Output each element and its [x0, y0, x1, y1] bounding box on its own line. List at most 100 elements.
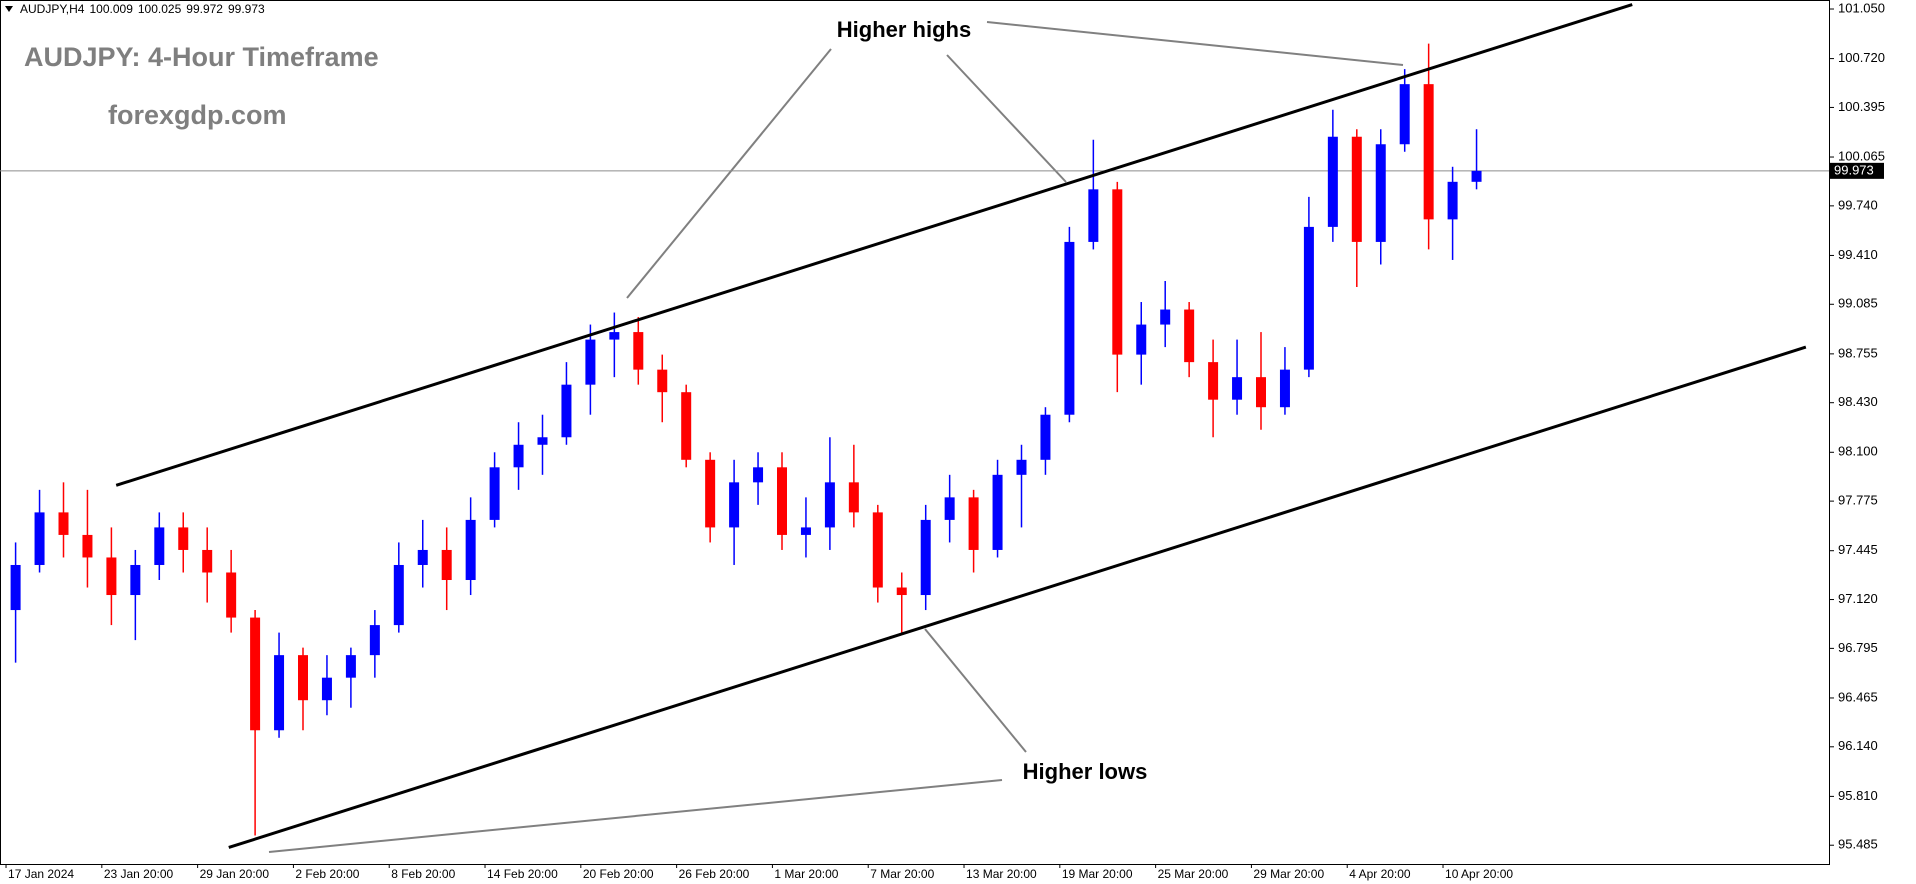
candle-body [681, 392, 692, 460]
candle-body [1160, 309, 1171, 325]
candle-body [298, 655, 308, 701]
symbol: AUDJPY,H4 [20, 2, 85, 16]
y-tick-label: 100.395 [1838, 99, 1885, 114]
pointers [268, 21, 1404, 853]
x-tick-label: 8 Feb 20:00 [391, 867, 455, 881]
x-tick-label: 26 Feb 20:00 [679, 867, 750, 881]
candle-body [705, 459, 716, 528]
x-tick-label: 2 Feb 20:00 [295, 867, 359, 881]
candle-body [920, 519, 931, 596]
candle-body [1303, 226, 1314, 370]
candle-body [1064, 241, 1075, 415]
header-value: 99.973 [228, 2, 265, 16]
y-tick-label: 96.795 [1838, 640, 1878, 655]
candle-body [1256, 377, 1266, 408]
x-tick-label: 7 Mar 20:00 [870, 867, 934, 881]
candle-body [250, 617, 261, 731]
candle-body [657, 369, 668, 393]
candle-body [1208, 362, 1219, 400]
pointer-line [626, 48, 832, 299]
candle-body [872, 512, 883, 588]
y-tick-label: 98.430 [1838, 394, 1878, 409]
candle-body [1399, 84, 1410, 145]
x-tick-label: 23 Jan 20:00 [104, 867, 174, 881]
candle-body [1447, 181, 1458, 220]
y-tick-label: 98.100 [1838, 444, 1878, 459]
candle-body [10, 564, 21, 611]
chart-subtitle: forexgdp.com [108, 100, 287, 130]
header-value: 100.009 [89, 2, 133, 16]
candle-body [729, 482, 740, 528]
pointer-line [986, 21, 1404, 66]
candle-body [585, 339, 596, 385]
candle-body [130, 564, 141, 596]
candle-body [202, 549, 213, 573]
candle-body [609, 332, 620, 340]
candle-body [226, 572, 237, 618]
candles [10, 43, 1482, 836]
candle-body [1232, 377, 1243, 400]
candle-body [1112, 189, 1123, 355]
candle-body [1471, 170, 1482, 182]
x-tick-label: 25 Mar 20:00 [1158, 867, 1229, 881]
trendline [115, 3, 1633, 487]
candle-body [1351, 136, 1362, 242]
y-tick-label: 98.755 [1838, 345, 1878, 360]
candle-body [369, 625, 380, 656]
header: AUDJPY,H4 [20, 2, 85, 16]
candle-body [393, 564, 404, 626]
candle-body [345, 655, 356, 678]
candle-body [489, 467, 500, 520]
y-tick-label: 96.140 [1838, 738, 1878, 753]
y-tick-label: 100.720 [1838, 50, 1885, 65]
candle-body [58, 512, 69, 535]
candle-body [513, 444, 524, 468]
x-tick-label: 19 Mar 20:00 [1062, 867, 1133, 881]
candle-body [417, 549, 428, 565]
x-tick-label: 10 Apr 20:00 [1445, 867, 1513, 881]
y-tick-label: 101.050 [1838, 0, 1885, 15]
pointer-line [268, 779, 1003, 853]
candle-body [1040, 414, 1051, 460]
candle-body [633, 332, 644, 370]
candle-body [848, 482, 859, 513]
pointer-line [924, 628, 1027, 753]
candle-body [441, 549, 452, 581]
y-tick-label: 95.810 [1838, 788, 1878, 803]
candle-body [321, 677, 332, 701]
candle-body [465, 519, 476, 581]
y-tick-label: 96.465 [1838, 689, 1878, 704]
y-tick-label: 100.065 [1838, 148, 1885, 163]
candle-body [1327, 136, 1338, 227]
candle-body [561, 384, 572, 438]
plot-frame [0, 0, 1830, 865]
candle-body [154, 527, 165, 565]
pointer-line [946, 54, 1067, 183]
x-tick-label: 29 Mar 20:00 [1253, 867, 1324, 881]
y-tick-label: 97.775 [1838, 493, 1878, 508]
candle-body [178, 527, 189, 550]
last-price-box [1830, 162, 1884, 179]
x-tick-label: 14 Feb 20:00 [487, 867, 558, 881]
candle-body [824, 482, 835, 528]
y-tick-label: 97.120 [1838, 591, 1878, 606]
x-tick-label: 1 Mar 20:00 [774, 867, 838, 881]
candle-body [82, 534, 93, 558]
y-tick-label: 95.485 [1838, 837, 1878, 852]
candle-body [944, 497, 955, 520]
menu-triangle [5, 6, 13, 12]
candle-body [1136, 324, 1147, 355]
header-value: 99.972 [186, 2, 223, 16]
candle-body [896, 587, 907, 596]
x-tick-label: 20 Feb 20:00 [583, 867, 654, 881]
candle-body [992, 474, 1003, 550]
annotation: Higher lows [1023, 759, 1148, 784]
y-tick-label: 99.740 [1838, 197, 1878, 212]
candle-body [274, 655, 285, 731]
trendline [228, 345, 1807, 849]
x-tick-label: 17 Jan 2024 [8, 867, 74, 881]
candle-body [753, 467, 764, 483]
candle-body [777, 467, 787, 535]
